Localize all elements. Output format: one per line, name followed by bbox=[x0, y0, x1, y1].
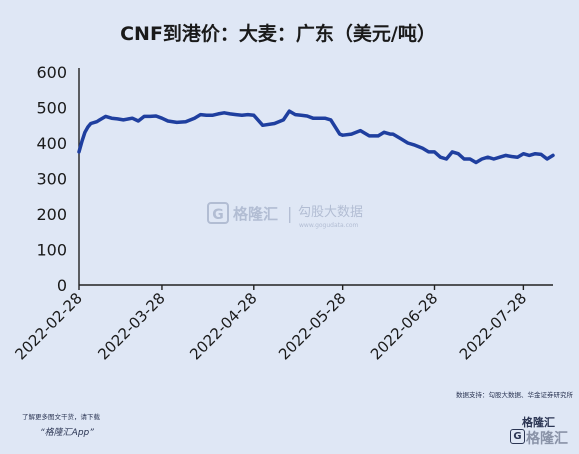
watermark-divider: | bbox=[287, 204, 292, 223]
footer-logo-text-large: 格隆汇 bbox=[526, 431, 568, 447]
y-tick-label: 500 bbox=[36, 99, 67, 118]
watermark-secondary: 勾股大数据 bbox=[298, 205, 363, 220]
series-line bbox=[77, 109, 555, 165]
y-tick-label: 400 bbox=[36, 134, 67, 153]
y-tick-label: 100 bbox=[36, 241, 67, 260]
watermark-brand: 格隆汇 bbox=[233, 205, 278, 223]
x-tick-label: 2022-02-28 bbox=[11, 289, 85, 363]
source-note: 数据支持：勾股大数据、华金证券研究所 bbox=[456, 390, 574, 399]
chart-title: CNF到港价：大麦：广东（美元/吨） bbox=[120, 22, 436, 45]
watermark-logo-icon bbox=[207, 202, 229, 224]
y-tick-label: 600 bbox=[36, 63, 67, 82]
footer-app-name: “格隆汇App” bbox=[40, 428, 94, 438]
x-tick-label: 2022-05-28 bbox=[275, 289, 349, 363]
y-tick-label: 300 bbox=[36, 170, 67, 189]
footer-logo-icon: G bbox=[510, 429, 525, 444]
watermark-logo-letter: G bbox=[212, 207, 224, 223]
line-layer bbox=[77, 109, 555, 165]
watermark: G 格隆汇 | 勾股大数据 www.gogudata.com bbox=[207, 202, 363, 229]
y-tick-label: 0 bbox=[57, 276, 67, 295]
y-tick-label: 200 bbox=[36, 205, 67, 224]
x-tick-label: 2022-07-28 bbox=[456, 289, 530, 363]
x-tick-label: 2022-06-28 bbox=[367, 289, 441, 363]
watermark-url: www.gogudata.com bbox=[299, 222, 359, 229]
footer-download-note: 了解更多图文干货，请下载 bbox=[22, 413, 100, 421]
footer-logo-text: 格隆汇 bbox=[522, 416, 555, 429]
x-tick-label: 2022-04-28 bbox=[186, 289, 260, 363]
footer-logo: G 格隆汇 格隆汇 bbox=[508, 414, 574, 448]
x-tick-label: 2022-03-28 bbox=[94, 289, 168, 363]
